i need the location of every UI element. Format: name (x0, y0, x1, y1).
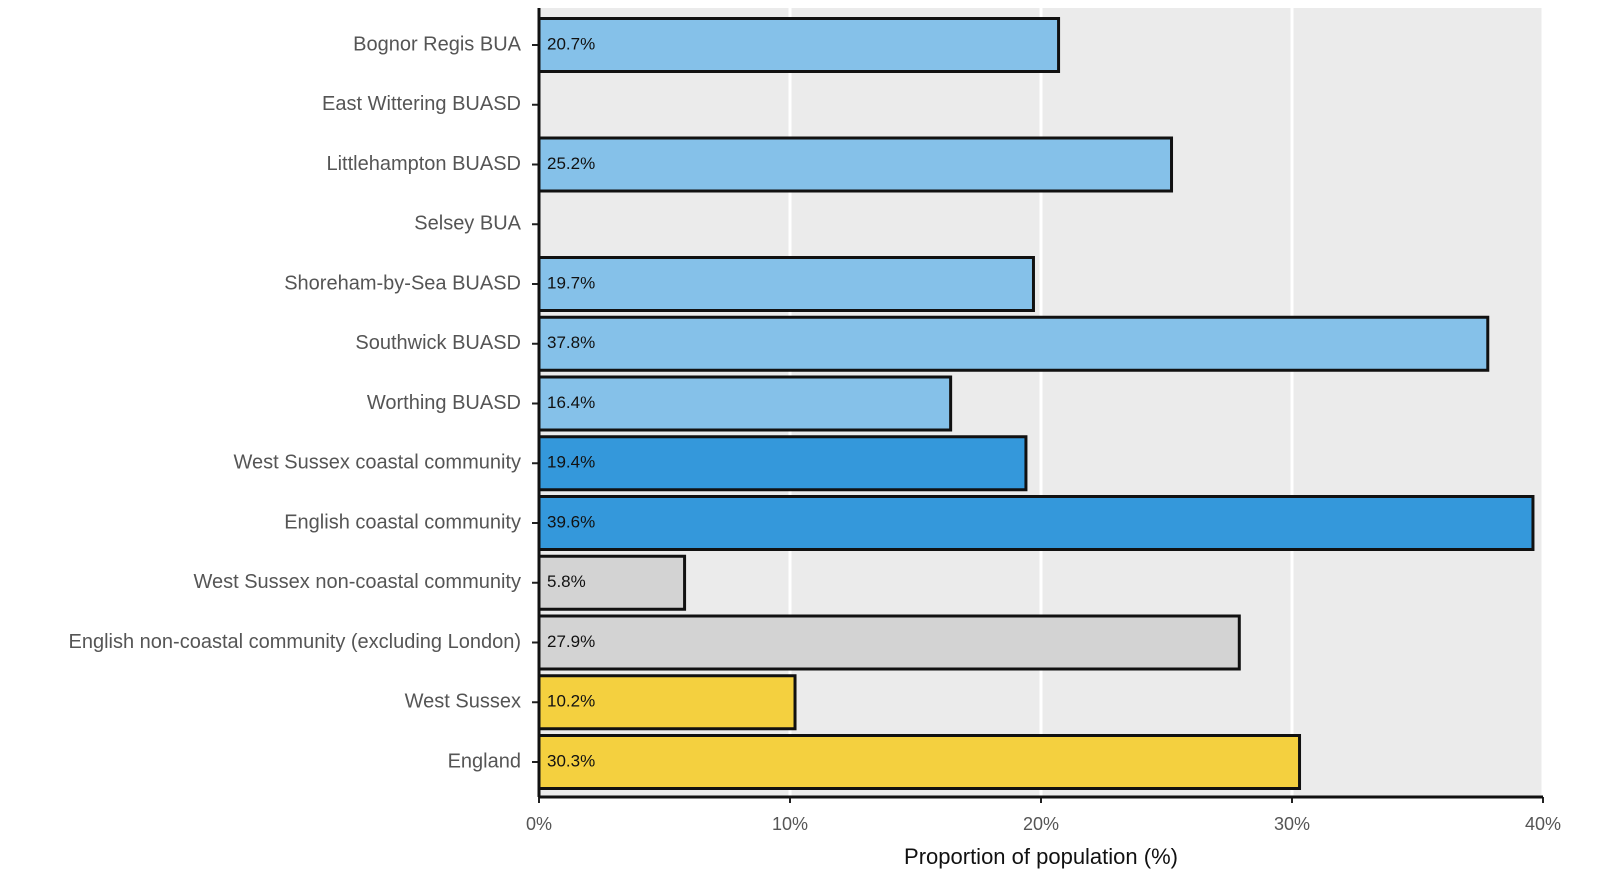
value-label: 16.4% (547, 393, 595, 412)
value-label: 19.4% (547, 453, 595, 472)
bar (537, 256, 1035, 312)
value-label: 20.7% (547, 34, 595, 53)
bar (537, 614, 1241, 671)
y-tick-label: English coastal community (284, 511, 521, 533)
value-label: 19.7% (547, 273, 595, 292)
bar (537, 734, 1302, 790)
bar (537, 435, 1028, 492)
value-label: 5.8% (547, 572, 586, 591)
value-label: 25.2% (547, 154, 595, 173)
y-tick-label: Bognor Regis BUA (353, 33, 522, 55)
x-tick-label: 20% (1023, 814, 1059, 834)
y-tick-label: Littlehampton BUASD (326, 153, 521, 175)
bar (537, 17, 1061, 73)
value-label: 30.3% (547, 751, 595, 770)
value-label: 27.9% (547, 632, 595, 651)
y-tick-label: England (448, 750, 521, 772)
x-tick-label: 10% (772, 814, 808, 834)
value-label: 10.2% (547, 692, 595, 711)
y-tick-label: Southwick BUASD (355, 332, 521, 354)
bar (537, 375, 953, 432)
y-tick-label: Selsey BUA (414, 213, 521, 235)
x-axis-title: Proportion of population (%) (904, 844, 1178, 869)
y-tick-label: West Sussex non-coastal community (193, 571, 521, 593)
y-tick-label: West Sussex (405, 691, 521, 713)
y-tick-label: East Wittering BUASD (322, 93, 521, 115)
x-tick-label: 40% (1525, 814, 1561, 834)
bar (537, 315, 1490, 372)
value-label: 37.8% (547, 333, 595, 352)
y-tick-label: Worthing BUASD (367, 392, 521, 414)
x-tick-label: 30% (1274, 814, 1310, 834)
bar (537, 136, 1174, 193)
x-tick-label: 0% (526, 814, 552, 834)
value-label: 39.6% (547, 512, 595, 531)
y-tick-label: Shoreham-by-Sea BUASD (284, 272, 521, 294)
y-tick-label: West Sussex coastal community (233, 452, 521, 474)
bar (537, 674, 797, 731)
y-tick-label: English non-coastal community (excluding… (69, 631, 521, 653)
bar (537, 495, 1535, 551)
